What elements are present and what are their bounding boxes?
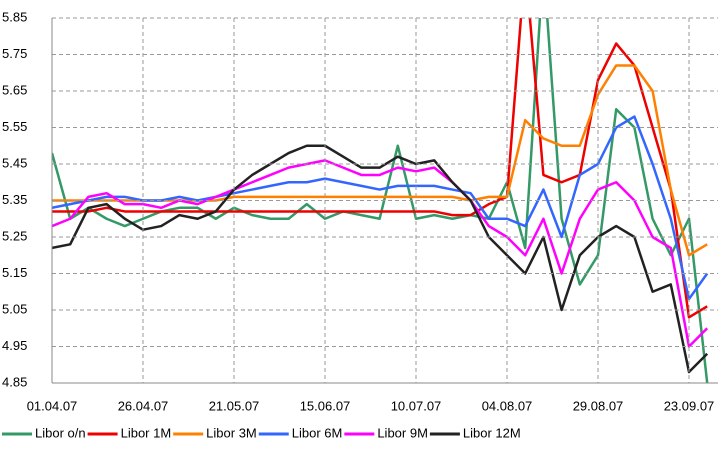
x-tick-label: 04.08.07: [482, 398, 533, 413]
y-tick-label: 5.25: [2, 228, 27, 243]
y-tick-label: 5.65: [2, 82, 27, 97]
legend-label: Libor 1M: [121, 425, 172, 440]
legend-label: Libor 6M: [292, 425, 343, 440]
y-tick-label: 5.35: [2, 192, 27, 207]
legend-label: Libor 12M: [463, 425, 521, 440]
y-tick-label: 5.45: [2, 155, 27, 170]
y-tick-label: 5.15: [2, 265, 27, 280]
plot-area: [52, 18, 709, 384]
y-tick-label: 4.95: [2, 338, 27, 353]
series-line: [52, 115, 709, 301]
x-tick-label: 21.05.07: [209, 398, 260, 413]
series-line: [52, 18, 708, 319]
series-line: [52, 159, 709, 348]
y-tick-label: 5.75: [2, 46, 27, 61]
x-tick-label: 10.07.07: [391, 398, 442, 413]
legend-label: Libor o/n: [35, 425, 86, 440]
x-tick-label: 15.06.07: [300, 398, 351, 413]
y-tick-label: 5.55: [2, 119, 27, 134]
legend-label: Libor 9M: [377, 425, 428, 440]
y-tick-label: 4.85: [2, 374, 27, 389]
y-tick-label: 5.05: [2, 301, 27, 316]
x-tick-label: 01.04.07: [27, 398, 78, 413]
x-tick-label: 29.08.07: [573, 398, 624, 413]
series-line: [52, 144, 709, 374]
x-tick-label: 23.09.07: [664, 398, 715, 413]
legend-label: Libor 3M: [206, 425, 257, 440]
y-tick-label: 5.85: [2, 9, 27, 24]
x-tick-label: 26.04.07: [118, 398, 169, 413]
